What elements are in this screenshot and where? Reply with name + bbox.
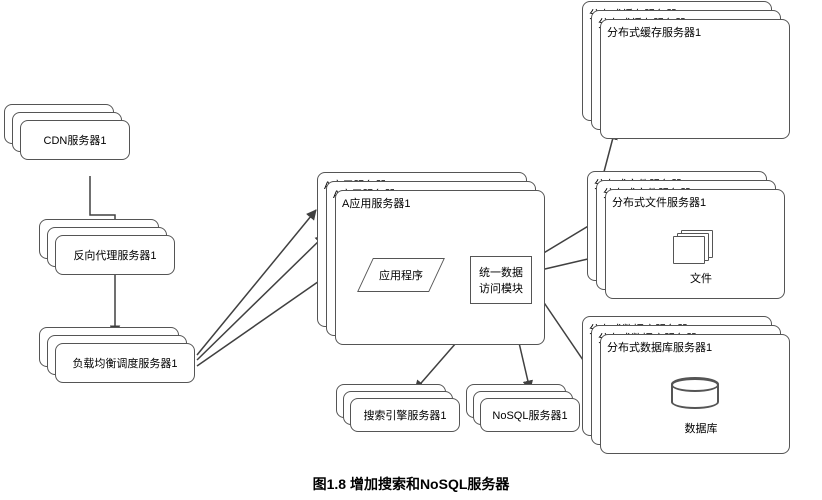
app-label-1: A应用服务器1 [342, 198, 410, 210]
cdn-label: CDN服务器1 [44, 132, 107, 148]
files-label-1: 分布式文件服务器1 [612, 197, 706, 209]
search-label: 搜索引擎服务器1 [363, 407, 446, 423]
nosql-label: NoSQL服务器1 [492, 407, 567, 423]
figure-caption: 图1.8 增加搜索和NoSQL服务器 [0, 474, 822, 494]
program-label: 应用程序 [379, 267, 423, 283]
cache-label-1: 分布式缓存服务器1 [607, 27, 701, 39]
diagram-canvas: http://blog.**** ********* 本地缓存远程分布式缓存 C… [0, 0, 822, 500]
lb-label: 负载均衡调度服务器1 [72, 355, 177, 371]
file-icon [671, 230, 713, 262]
db-label-1: 分布式数据库服务器1 [607, 342, 712, 354]
dam-label: 统一数据 访问模块 [479, 264, 523, 296]
inner-dam: 统一数据 访问模块 [470, 256, 532, 304]
cylinder-icon [671, 377, 719, 409]
inner-localcache [390, 310, 460, 338]
proxy-label: 反向代理服务器1 [73, 247, 156, 263]
files-inner-label: 文件 [612, 270, 790, 286]
db-inner-label: 数据库 [607, 420, 795, 436]
